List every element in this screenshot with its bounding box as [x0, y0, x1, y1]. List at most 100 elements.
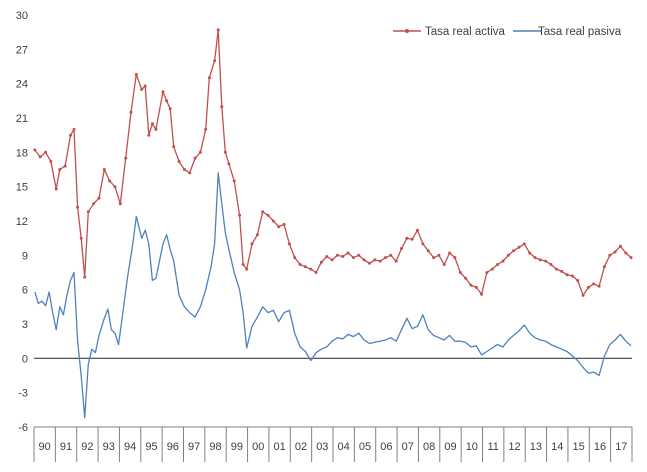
data-point: [442, 263, 446, 266]
legend: Tasa real activa Tasa real pasiva: [393, 26, 622, 38]
data-point: [172, 145, 176, 149]
data-point: [188, 171, 192, 175]
data-point: [416, 228, 419, 232]
data-point: [303, 265, 307, 269]
data-point: [602, 265, 606, 269]
data-point: [613, 250, 617, 254]
x-tick-label: 12: [508, 441, 520, 453]
x-tick-label: 15: [572, 441, 584, 453]
data-point: [501, 259, 505, 263]
series-layer: [33, 28, 633, 419]
data-point: [410, 237, 414, 241]
data-point: [533, 256, 537, 260]
data-point: [129, 110, 133, 114]
x-tick-label: 98: [209, 441, 221, 453]
data-point: [544, 259, 548, 263]
data-point: [352, 256, 355, 260]
data-point: [92, 202, 96, 206]
data-point: [161, 90, 165, 94]
data-point: [227, 162, 231, 166]
data-point: [250, 242, 254, 246]
data-point: [309, 267, 313, 271]
data-point: [522, 242, 526, 246]
legend-marker: [405, 29, 409, 33]
data-point: [298, 263, 302, 266]
x-tick-label: 97: [188, 441, 200, 453]
y-tick-label: 18: [16, 147, 28, 159]
x-tick-label: 08: [423, 441, 435, 453]
data-point: [198, 150, 202, 154]
data-point: [405, 236, 409, 240]
y-tick-label: -3: [18, 388, 28, 400]
y-axis-tick-labels: -6 -3 0 3 6 9 12 15 18 21 24 27 30: [16, 10, 28, 434]
x-tick-label: 05: [359, 441, 371, 453]
data-point: [76, 205, 80, 209]
data-point: [118, 202, 122, 206]
data-point: [204, 127, 208, 131]
x-tick-label: 95: [145, 441, 157, 453]
data-point: [474, 285, 478, 289]
data-point: [629, 256, 633, 260]
data-point: [241, 263, 245, 266]
data-point: [193, 156, 197, 160]
data-point: [469, 283, 473, 287]
data-point: [421, 242, 425, 246]
data-point: [140, 87, 144, 91]
data-point: [485, 271, 489, 274]
data-point: [394, 259, 398, 263]
data-point: [319, 260, 323, 264]
x-axis: 90 91 92 93 94 95 96 97 98 99 00 01 02 03 04 05 06 07 08 09…: [33, 426, 633, 462]
x-tick-label: 07: [402, 441, 414, 453]
data-point: [608, 253, 612, 257]
data-point: [362, 258, 366, 262]
data-point: [293, 256, 297, 260]
x-tick-label: 09: [444, 441, 456, 453]
data-point: [287, 242, 291, 246]
x-tick-label: 16: [594, 441, 606, 453]
data-point: [213, 59, 217, 63]
data-point: [72, 127, 76, 131]
data-point: [182, 168, 186, 171]
data-point: [134, 73, 138, 76]
x-tick-label: 99: [231, 441, 243, 453]
data-point: [150, 122, 154, 126]
x-tick-label: 94: [124, 441, 136, 453]
data-point: [426, 249, 430, 253]
x-tick-label: 03: [316, 441, 328, 453]
x-tick-label: 91: [60, 441, 72, 453]
data-point: [238, 213, 242, 217]
data-point: [373, 258, 377, 262]
data-point: [554, 267, 558, 271]
data-point: [266, 213, 270, 217]
y-tick-label: 15: [16, 182, 28, 194]
data-point: [49, 160, 53, 163]
data-point: [480, 292, 484, 296]
data-point: [271, 219, 275, 223]
data-point: [384, 256, 387, 260]
x-tick-label: 90: [39, 441, 51, 453]
data-point: [325, 255, 329, 258]
x-tick-label: 13: [530, 441, 542, 453]
data-point: [432, 256, 436, 260]
data-point: [113, 185, 117, 189]
data-point: [277, 225, 281, 229]
data-point: [330, 258, 334, 262]
x-tick-label: 01: [273, 441, 285, 453]
data-point: [102, 168, 106, 171]
data-point: [232, 179, 236, 183]
y-tick-label: 9: [22, 250, 28, 262]
data-point: [346, 251, 350, 255]
data-point: [54, 187, 58, 191]
x-tick-label: 14: [551, 441, 563, 453]
data-point: [528, 251, 532, 255]
data-point: [168, 107, 172, 111]
data-point: [512, 249, 516, 253]
x-tick-label: 06: [380, 441, 392, 453]
data-point: [335, 253, 339, 257]
data-point: [496, 263, 500, 266]
data-point: [143, 84, 147, 88]
x-tick-label: 96: [167, 441, 179, 453]
series-line-tasa-real-activa: [34, 29, 632, 297]
data-point: [58, 168, 62, 171]
